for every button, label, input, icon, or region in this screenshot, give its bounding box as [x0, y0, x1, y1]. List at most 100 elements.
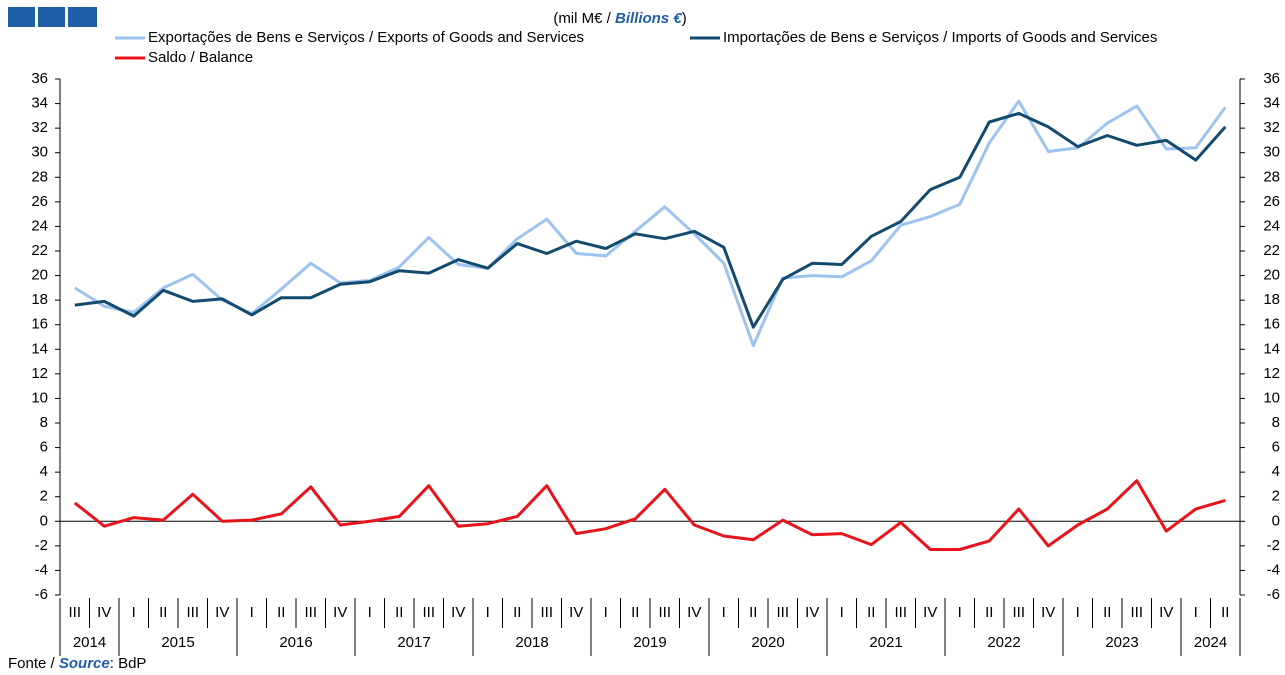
x-tick-label: III — [1012, 604, 1025, 621]
y-tick-label: 30 — [31, 144, 48, 161]
year-label: 2020 — [751, 634, 784, 651]
y2-tick-label: 34 — [1263, 95, 1280, 112]
x-tick-label: III — [540, 604, 553, 621]
x-tick-label: II — [159, 604, 167, 621]
x-tick-label: II — [631, 604, 639, 621]
year-label: 2024 — [1194, 634, 1227, 651]
y-tick-label: 10 — [31, 389, 48, 406]
y-tick-label: 22 — [31, 242, 48, 259]
y-tick-label: 4 — [40, 463, 48, 480]
y2-tick-label: 28 — [1263, 168, 1280, 185]
y2-tick-label: 12 — [1263, 365, 1280, 382]
x-tick-label: IV — [805, 604, 819, 621]
y2-tick-label: -6 — [1267, 586, 1280, 603]
year-label: 2022 — [987, 634, 1020, 651]
x-tick-label: II — [1103, 604, 1111, 621]
y-tick-label: 12 — [31, 365, 48, 382]
logo — [38, 7, 65, 27]
x-tick-label: I — [604, 604, 608, 621]
y2-tick-label: 10 — [1263, 389, 1280, 406]
x-tick-label: II — [395, 604, 403, 621]
series-line — [74, 99, 1227, 348]
y-tick-label: 16 — [31, 316, 48, 333]
x-tick-label: IV — [1041, 604, 1055, 621]
x-tick-label: III — [68, 604, 81, 621]
x-tick-label: IV — [687, 604, 701, 621]
year-label: 2018 — [515, 634, 548, 651]
x-tick-label: IV — [97, 604, 111, 621]
x-tick-label: III — [658, 604, 671, 621]
y-tick-label: 14 — [31, 340, 48, 357]
y2-tick-label: -2 — [1267, 537, 1280, 554]
source-alt: Source — [59, 655, 110, 672]
y-tick-label: 2 — [40, 488, 48, 505]
x-tick-label: III — [304, 604, 317, 621]
y2-tick-label: 18 — [1263, 291, 1280, 308]
x-tick-label: IV — [215, 604, 229, 621]
y-tick-label: 18 — [31, 291, 48, 308]
x-tick-label: IV — [451, 604, 465, 621]
x-tick-label: III — [422, 604, 435, 621]
y-tick-label: 32 — [31, 119, 48, 136]
y-tick-label: 6 — [40, 439, 48, 456]
x-tick-label: I — [958, 604, 962, 621]
y-tick-label: 24 — [31, 217, 48, 234]
y2-tick-label: 16 — [1263, 316, 1280, 333]
year-label: 2016 — [279, 634, 312, 651]
x-tick-label: II — [867, 604, 875, 621]
y-tick-label: 26 — [31, 193, 48, 210]
year-label: 2021 — [869, 634, 902, 651]
logo — [68, 7, 97, 27]
y-tick-label: -2 — [35, 537, 48, 554]
x-tick-label: I — [840, 604, 844, 621]
unit: (mil M€ / Billions €) — [553, 10, 686, 27]
y-tick-label: 20 — [31, 267, 48, 284]
y-tick-label: 34 — [31, 95, 48, 112]
logo — [8, 7, 35, 27]
y-tick-label: 8 — [40, 414, 48, 431]
year-label: 2019 — [633, 634, 666, 651]
x-tick-label: III — [894, 604, 907, 621]
y2-tick-label: 30 — [1263, 144, 1280, 161]
x-tick-label: II — [277, 604, 285, 621]
y2-tick-label: 26 — [1263, 193, 1280, 210]
y2-tick-label: 36 — [1263, 70, 1280, 87]
x-tick-label: I — [250, 604, 254, 621]
legend-label: Importações de Bens e Serviços / Imports… — [723, 29, 1157, 46]
y2-tick-label: 20 — [1263, 267, 1280, 284]
x-tick-label: I — [486, 604, 490, 621]
year-label: 2023 — [1105, 634, 1138, 651]
x-tick-label: I — [1076, 604, 1080, 621]
y2-tick-label: 0 — [1272, 512, 1280, 529]
unit-main: mil M€ — [558, 10, 603, 27]
y-tick-label: 0 — [40, 512, 48, 529]
source-value: BdP — [118, 655, 146, 672]
y2-tick-label: 2 — [1272, 488, 1280, 505]
unit-alt: Billions € — [615, 10, 682, 27]
y2-tick-label: 24 — [1263, 217, 1280, 234]
x-tick-label: IV — [569, 604, 583, 621]
y2-tick-label: 32 — [1263, 119, 1280, 136]
year-label: 2015 — [161, 634, 194, 651]
x-tick-label: IV — [1159, 604, 1173, 621]
series-line — [73, 479, 1226, 551]
y2-tick-label: 14 — [1263, 340, 1280, 357]
year-label: 2014 — [73, 634, 106, 651]
series-line — [74, 111, 1227, 329]
y2-tick-label: 22 — [1263, 242, 1280, 259]
y2-tick-label: 4 — [1272, 463, 1280, 480]
x-tick-label: II — [749, 604, 757, 621]
x-tick-label: I — [1194, 604, 1198, 621]
source-label: Fonte — [8, 655, 46, 672]
x-tick-label: IV — [333, 604, 347, 621]
legend-label: Exportações de Bens e Serviços / Exports… — [148, 29, 584, 46]
x-tick-label: III — [186, 604, 199, 621]
y-tick-label: -6 — [35, 586, 48, 603]
y2-tick-label: 6 — [1272, 439, 1280, 456]
source: Fonte / Source: BdP — [8, 655, 146, 672]
x-tick-label: I — [132, 604, 136, 621]
x-tick-label: I — [368, 604, 372, 621]
x-tick-label: III — [1130, 604, 1143, 621]
y2-tick-label: -4 — [1267, 561, 1280, 578]
x-tick-label: IV — [923, 604, 937, 621]
